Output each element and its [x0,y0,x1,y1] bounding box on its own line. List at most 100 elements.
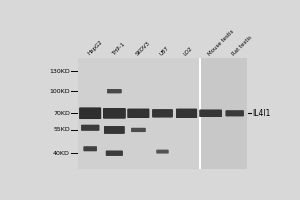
Text: 100KD: 100KD [50,89,70,94]
FancyBboxPatch shape [107,89,122,93]
FancyBboxPatch shape [131,128,146,132]
FancyBboxPatch shape [131,128,146,132]
Bar [201,58,247,169]
FancyBboxPatch shape [80,108,101,119]
FancyBboxPatch shape [131,128,146,132]
FancyBboxPatch shape [176,109,197,118]
FancyBboxPatch shape [226,111,243,116]
Text: U87: U87 [159,45,170,56]
FancyBboxPatch shape [104,126,124,134]
FancyBboxPatch shape [104,126,124,134]
FancyBboxPatch shape [200,110,222,117]
FancyBboxPatch shape [200,110,222,117]
FancyBboxPatch shape [153,110,172,117]
Text: IL4I1: IL4I1 [252,109,271,118]
FancyBboxPatch shape [84,146,97,151]
FancyBboxPatch shape [200,110,221,117]
FancyBboxPatch shape [81,125,99,131]
FancyBboxPatch shape [106,151,123,156]
FancyBboxPatch shape [177,109,196,117]
FancyBboxPatch shape [176,109,197,118]
FancyBboxPatch shape [176,109,196,118]
FancyBboxPatch shape [83,146,97,151]
FancyBboxPatch shape [80,108,101,118]
FancyBboxPatch shape [104,109,125,118]
FancyBboxPatch shape [153,110,172,117]
FancyBboxPatch shape [131,128,146,132]
FancyBboxPatch shape [103,108,125,118]
FancyBboxPatch shape [157,150,169,153]
FancyBboxPatch shape [82,125,99,130]
FancyBboxPatch shape [104,126,124,134]
FancyBboxPatch shape [226,110,244,116]
FancyBboxPatch shape [200,110,221,117]
FancyBboxPatch shape [81,125,99,131]
FancyBboxPatch shape [152,109,173,117]
FancyBboxPatch shape [107,89,121,93]
FancyBboxPatch shape [84,147,97,151]
FancyBboxPatch shape [84,147,97,151]
FancyBboxPatch shape [176,109,197,118]
FancyBboxPatch shape [103,108,125,118]
FancyBboxPatch shape [105,127,124,133]
FancyBboxPatch shape [226,110,244,116]
FancyBboxPatch shape [226,111,243,116]
Text: LO2: LO2 [183,45,194,56]
FancyBboxPatch shape [200,110,222,117]
FancyBboxPatch shape [80,108,101,119]
FancyBboxPatch shape [226,111,244,116]
FancyBboxPatch shape [80,108,101,119]
FancyBboxPatch shape [152,110,172,117]
Text: 40KD: 40KD [53,151,70,156]
FancyBboxPatch shape [81,125,99,131]
FancyBboxPatch shape [104,126,124,133]
Text: Mouse testis: Mouse testis [207,28,235,56]
FancyBboxPatch shape [82,125,99,130]
FancyBboxPatch shape [128,109,149,118]
Text: 130KD: 130KD [49,69,70,74]
FancyBboxPatch shape [157,150,168,153]
Text: 70KD: 70KD [53,111,70,116]
FancyBboxPatch shape [106,151,122,156]
FancyBboxPatch shape [200,110,221,117]
FancyBboxPatch shape [176,109,197,118]
FancyBboxPatch shape [152,109,172,117]
FancyBboxPatch shape [128,109,149,118]
FancyBboxPatch shape [103,108,125,118]
FancyBboxPatch shape [152,109,173,117]
FancyBboxPatch shape [128,109,149,118]
FancyBboxPatch shape [103,108,126,118]
FancyBboxPatch shape [107,89,122,93]
FancyBboxPatch shape [106,151,123,156]
FancyBboxPatch shape [84,147,97,151]
FancyBboxPatch shape [226,111,244,116]
Text: THP-1: THP-1 [111,41,126,56]
FancyBboxPatch shape [176,109,197,118]
FancyBboxPatch shape [128,109,149,118]
FancyBboxPatch shape [157,150,168,153]
FancyBboxPatch shape [106,151,123,156]
Bar [199,58,201,169]
FancyBboxPatch shape [107,89,122,93]
Bar [78,58,199,169]
FancyBboxPatch shape [128,109,149,118]
FancyBboxPatch shape [81,125,99,131]
FancyBboxPatch shape [104,126,124,134]
FancyBboxPatch shape [157,150,168,153]
FancyBboxPatch shape [128,109,149,118]
FancyBboxPatch shape [107,89,121,93]
FancyBboxPatch shape [157,150,168,153]
Text: Rat testis: Rat testis [231,35,253,56]
FancyBboxPatch shape [106,151,122,156]
FancyBboxPatch shape [107,89,122,93]
FancyBboxPatch shape [103,108,125,118]
FancyBboxPatch shape [107,89,122,93]
FancyBboxPatch shape [106,151,122,156]
FancyBboxPatch shape [103,109,125,118]
FancyBboxPatch shape [84,146,97,151]
FancyBboxPatch shape [131,128,146,132]
FancyBboxPatch shape [131,128,145,132]
FancyBboxPatch shape [104,126,124,133]
FancyBboxPatch shape [80,108,101,119]
FancyBboxPatch shape [84,147,97,151]
